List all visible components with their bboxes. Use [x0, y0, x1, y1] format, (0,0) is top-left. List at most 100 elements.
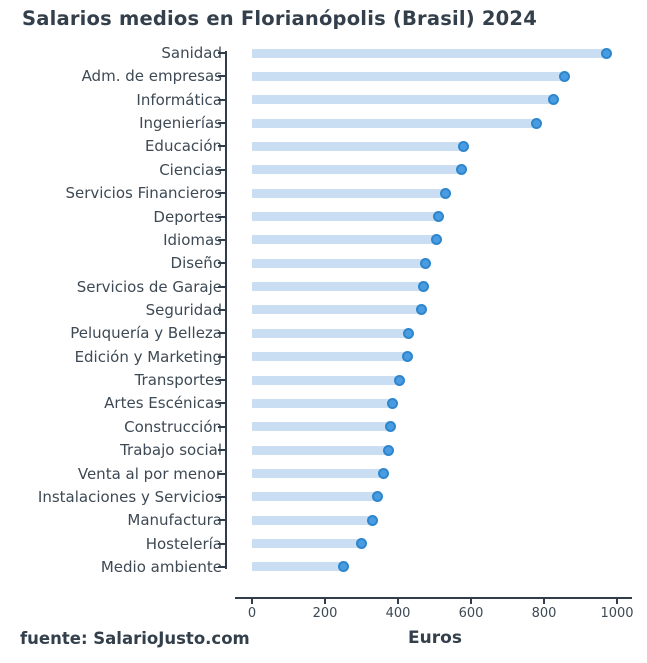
category-label: Edición y Marketing [74, 347, 222, 366]
salary-dot [394, 374, 406, 386]
x-tick-mark [397, 599, 399, 604]
salary-bar [252, 235, 437, 245]
salary-bar [252, 445, 389, 455]
x-tick-label: 600 [458, 606, 484, 621]
salary-dot [531, 117, 543, 129]
x-tick-label: 200 [312, 606, 338, 621]
salary-bar [252, 71, 565, 81]
category-label: Peluquería y Belleza [70, 324, 222, 343]
category-label: Servicios Financieros [65, 184, 222, 203]
salary-dot [547, 94, 559, 106]
y-tick-mark [218, 565, 225, 568]
x-tick-label: 0 [247, 606, 257, 621]
y-tick-mark [218, 145, 225, 148]
salary-bar [252, 118, 537, 128]
category-label: Venta al por menor [77, 464, 222, 483]
salary-bar [252, 375, 400, 385]
salary-bar [252, 305, 422, 315]
salary-bar [252, 212, 439, 222]
salary-dot [337, 561, 349, 573]
category-label: Ciencias [159, 160, 222, 179]
x-tick-label: 1000 [600, 606, 634, 621]
salary-dot [401, 351, 413, 363]
category-label: Educación [144, 137, 222, 156]
y-tick-mark [218, 542, 225, 545]
category-label: Ingenierías [139, 114, 222, 133]
chart-title: Salarios medios en Florianópolis (Brasil… [22, 7, 537, 30]
salary-bar [252, 422, 391, 432]
y-tick-mark [218, 402, 225, 405]
salary-dot [558, 70, 570, 82]
x-axis-line [235, 597, 632, 599]
salary-bar [252, 258, 426, 268]
salary-bar [252, 95, 554, 105]
y-tick-mark [218, 495, 225, 498]
y-tick-mark [218, 262, 225, 265]
x-tick-mark [470, 599, 472, 604]
y-tick-mark [218, 98, 225, 101]
salary-bar [252, 328, 409, 338]
salary-dot [432, 211, 444, 223]
y-tick-mark [218, 449, 225, 452]
y-tick-mark [218, 519, 225, 522]
salary-bar [252, 515, 373, 525]
category-label: Informática [136, 90, 222, 109]
x-tick-mark [616, 599, 618, 604]
category-label: Deportes [153, 207, 222, 226]
salary-dot [356, 538, 367, 550]
category-label: Trabajo social [120, 441, 222, 460]
y-tick-mark [218, 308, 225, 311]
salary-bar [252, 282, 424, 292]
salary-bar [252, 562, 344, 572]
salary-bar [252, 352, 408, 362]
category-label: Servicios de Garaje [76, 277, 222, 296]
y-tick-mark [218, 192, 225, 195]
salary-dot [385, 421, 397, 433]
x-axis-label: Euros [408, 628, 462, 648]
x-tick-label: 400 [385, 606, 411, 621]
x-tick-mark [324, 599, 326, 604]
y-tick-mark [218, 215, 225, 218]
salary-bar [252, 188, 446, 198]
y-tick-mark [218, 355, 225, 358]
salary-dot [456, 164, 468, 176]
salary-dot [416, 304, 428, 316]
salary-dot [403, 327, 415, 339]
category-label: Medio ambiente [100, 557, 222, 576]
y-tick-mark [218, 122, 225, 125]
salary-bar [252, 539, 362, 549]
salary-bar [252, 469, 384, 479]
category-label: Instalaciones y Servicios [37, 487, 222, 506]
category-label: Diseño [170, 254, 222, 273]
x-tick-mark [251, 599, 253, 604]
salary-dot [439, 187, 451, 199]
salary-dot [600, 47, 612, 59]
salary-bar [252, 141, 464, 151]
salary-dot [377, 468, 389, 480]
y-tick-mark [218, 75, 225, 78]
category-label: Adm. de empresas [81, 67, 222, 86]
category-label: Idiomas [163, 230, 222, 249]
salary-bar [252, 492, 378, 502]
y-tick-mark [218, 238, 225, 241]
salary-dot [383, 444, 395, 456]
salary-bar [252, 165, 462, 175]
category-label: Sanidad [161, 44, 222, 62]
y-tick-mark [218, 379, 225, 382]
y-tick-mark [218, 285, 225, 288]
y-tick-mark [218, 52, 225, 54]
x-tick-mark [543, 599, 545, 604]
category-label: Manufactura [127, 511, 222, 530]
salary-dot [430, 234, 442, 246]
y-axis-line [225, 51, 227, 569]
category-label: Hostelería [145, 534, 222, 553]
salary-bar [252, 398, 393, 408]
salary-dot [366, 514, 378, 526]
salary-dot [372, 491, 384, 503]
salary-bar [252, 48, 607, 58]
salary-dot [387, 397, 399, 409]
salary-dot [419, 257, 431, 269]
category-label: Transportes [134, 371, 222, 390]
y-tick-mark [218, 472, 225, 475]
